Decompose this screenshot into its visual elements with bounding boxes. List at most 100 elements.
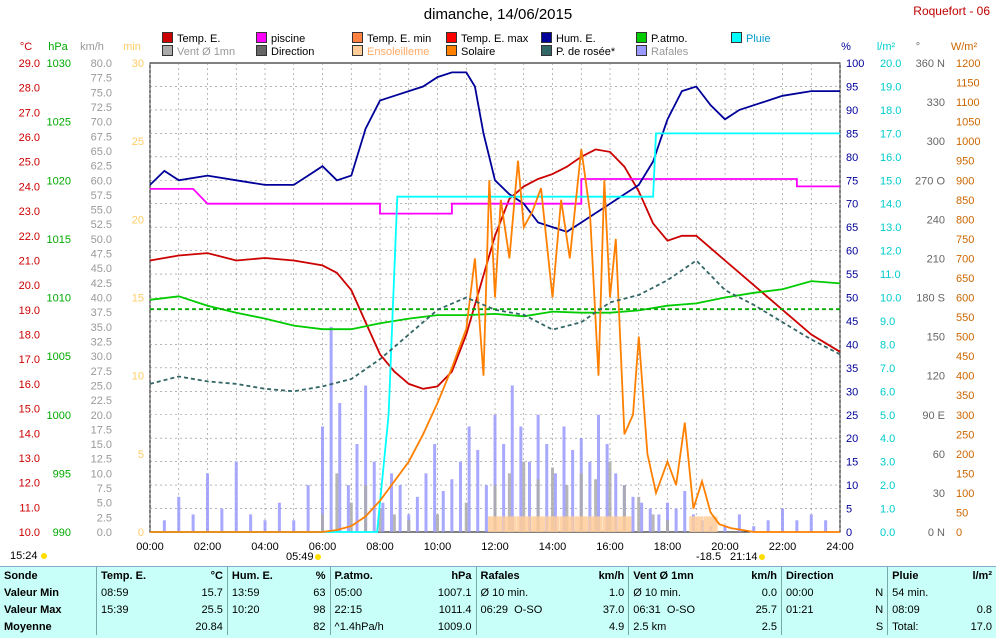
axis-humidity-tick: 85 [846, 128, 858, 140]
bar-rafales [476, 449, 480, 532]
axis-temp-unit: °C [20, 41, 32, 53]
bar-rafales [424, 473, 428, 532]
max-gust-value: 37.0 [602, 603, 625, 616]
col-press: P.atmo. [329, 567, 415, 584]
series-hume [149, 71, 840, 233]
avg-press-trend: ^1.4hPa/h [329, 618, 415, 635]
max-rain-value: 0.8 [976, 603, 992, 616]
x-tick-label: 18:00 [654, 541, 682, 553]
axis-solar-tick: 650 [956, 273, 974, 285]
axis-wind-tick: 75.0 [91, 87, 112, 99]
bar-ventmn [321, 514, 324, 532]
legend-label: Temp. E. [177, 33, 221, 45]
axis-wind-tick: 12.5 [91, 454, 112, 466]
axis-sun_min-tick: 25 [132, 136, 144, 148]
axis-sun_min-tick: 20 [132, 214, 144, 226]
min-rain-time: 54 min. [887, 584, 953, 601]
station-name[interactable]: Roquefort - 06 [913, 4, 990, 18]
bar-rafales [467, 426, 471, 532]
bar-ventmn [594, 479, 598, 532]
min-rain-value [953, 584, 996, 601]
bar-rafales [657, 514, 661, 532]
min-wind-value: 0.0 [761, 586, 777, 599]
x-tick-label: 12:00 [481, 541, 509, 553]
x-tick-label: 14:00 [539, 541, 567, 553]
row-avg-label: Moyenne [4, 620, 52, 633]
col-dir: Direction [780, 567, 864, 584]
axis-solar-tick: 1200 [956, 58, 980, 70]
sunset-icon [759, 554, 765, 560]
axis-temp-tick: 20.0 [19, 280, 40, 292]
max-wind-value: 25.7 [755, 603, 777, 616]
legend-item: piscine [256, 32, 305, 45]
min-hum-time: 13:59 [226, 584, 300, 601]
col-gust-unit: km/h [598, 569, 625, 582]
axis-sun_min-tick: 30 [132, 58, 144, 70]
axis-direction-unit: ° [916, 41, 920, 53]
axis-rain-tick: 12.0 [880, 246, 901, 258]
bar-ventmn [407, 520, 411, 532]
axis-solar-tick: 550 [956, 312, 974, 324]
axis-wind-tick: 30.0 [91, 351, 112, 363]
bar-rafales [674, 508, 678, 532]
axis-temp-tick: 10.0 [19, 527, 40, 539]
axis-humidity-tick: 70 [846, 199, 858, 211]
max-wind-dir: O-SO [666, 603, 696, 616]
avg-hum-value: 82 [313, 620, 326, 633]
legend-label: Vent Ø 1mn [177, 46, 236, 58]
min-temp-time: 08:59 [95, 584, 175, 601]
axis-direction-tick: 240 [927, 214, 945, 226]
bar-rafales [766, 520, 770, 532]
bar-rafales [220, 508, 224, 532]
axis-pressure-tick: 1000 [47, 410, 71, 422]
axis-wind-tick: 15.0 [91, 439, 112, 451]
axis-solar-tick: 850 [956, 195, 974, 207]
axis-wind-tick: 70.0 [91, 117, 112, 129]
axis-direction-tick: 360 N [916, 58, 945, 70]
axis-wind-tick: 67.5 [91, 131, 112, 143]
bar-rafales [450, 479, 454, 532]
axis-humidity-tick: 5 [846, 504, 852, 516]
bar-rafales [191, 514, 195, 532]
bar-rafales [263, 520, 267, 532]
max-temp-time: 15:39 [95, 601, 175, 618]
col-hum-unit: % [315, 569, 326, 582]
col-wind: Vent Ø 1mn [628, 567, 732, 584]
axis-pressure-tick: 1010 [47, 293, 71, 305]
bar-rafales [372, 461, 376, 532]
legend-label: Solaire [461, 46, 496, 58]
col-temp-unit: °C [210, 569, 223, 582]
axis-wind-tick: 40.0 [91, 293, 112, 305]
axis-rain-tick: 5.0 [880, 410, 895, 422]
axis-wind-tick: 55.0 [91, 205, 112, 217]
axis-temp-tick: 28.0 [19, 83, 40, 95]
min-gust-time: Ø 10 min. [475, 584, 579, 601]
bar-ensoleilleme [689, 516, 704, 532]
axis-wind-tick: 60.0 [91, 175, 112, 187]
bar-ensoleilleme [703, 516, 718, 532]
bar-ventmn [392, 514, 396, 532]
legend-label: Hum. E. [556, 33, 596, 45]
bar-rafales [723, 526, 727, 532]
axis-wind-tick: 20.0 [91, 410, 112, 422]
sun-mark-right: -18.5 [696, 551, 722, 563]
series-tempe [149, 148, 841, 390]
col-temp: Temp. E. [95, 567, 175, 584]
max-hum-value: 98 [313, 603, 326, 616]
axis-rain-unit: l/m² [877, 41, 896, 53]
axis-temp-tick: 25.0 [19, 157, 40, 169]
bar-ensoleilleme [545, 516, 560, 532]
axis-solar-tick: 1000 [956, 136, 980, 148]
axis-wind-tick: 80.0 [91, 58, 112, 70]
avg-rain-label: Total: [887, 618, 953, 635]
axis-direction-tick: 120 [927, 371, 945, 383]
bar-rafales [683, 490, 687, 532]
axis-humidity-tick: 80 [846, 152, 858, 164]
bar-rafales [666, 502, 669, 532]
axis-wind-tick: 77.5 [91, 73, 112, 85]
axis-solar-tick: 450 [956, 351, 974, 363]
min-dir-time: 00:00 [780, 584, 864, 601]
axis-rain-tick: 9.0 [880, 316, 895, 328]
bar-rafales [390, 473, 393, 532]
bar-ventmn [522, 461, 526, 532]
